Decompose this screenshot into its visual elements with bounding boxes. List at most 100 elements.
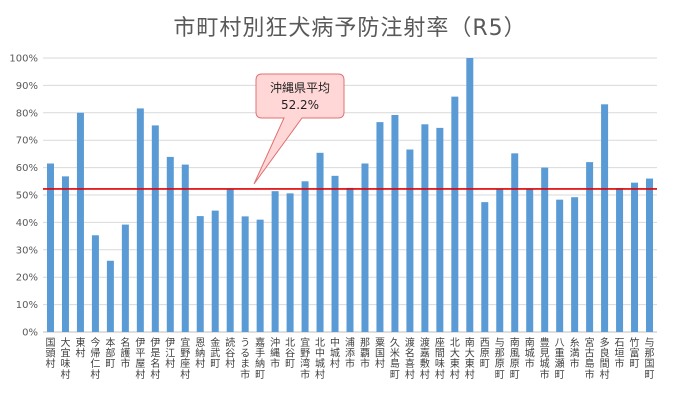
y-tick-label: 90%: [16, 81, 38, 92]
bar: [421, 124, 429, 332]
bar: [646, 178, 654, 332]
x-tick-label: 糸満市: [570, 337, 580, 370]
x-tick-label: 恩納村: [195, 337, 205, 370]
x-tick-label: 中城村: [330, 336, 340, 370]
x-tick-label: 北谷町: [285, 337, 295, 370]
bar: [406, 149, 414, 332]
bar: [286, 193, 294, 332]
bar: [586, 162, 594, 332]
bar: [106, 260, 114, 332]
chart-title: 市町村別狂犬病予防注射率（R5）: [173, 16, 527, 41]
x-tick-label: 南城市: [525, 336, 535, 370]
bar: [361, 163, 369, 332]
x-tick-label: 大宜味村: [60, 336, 70, 381]
y-tick-label: 70%: [16, 136, 38, 147]
callout-shape: [253, 73, 345, 185]
x-tick-label: 渡嘉敷村: [420, 336, 430, 381]
bar: [166, 156, 174, 332]
bar: [91, 235, 99, 332]
x-tick-label: 本部町: [105, 336, 115, 370]
bar: [376, 122, 384, 332]
bar: [226, 189, 234, 332]
x-tick-label: 久米島町: [390, 337, 400, 381]
bar: [541, 167, 549, 332]
x-tick-label: 読谷村: [225, 336, 235, 370]
bar: [301, 181, 309, 332]
x-tick-label: 粟国村: [375, 337, 385, 370]
x-tick-label: 伊江村: [165, 337, 175, 370]
bar: [571, 197, 579, 332]
y-tick-label: 10%: [16, 300, 38, 311]
x-tick-label: 浦添市: [345, 336, 355, 370]
x-tick-label: 沖縄市: [270, 336, 280, 370]
bar: [436, 127, 444, 333]
bar: [601, 104, 609, 332]
y-axis-ticks: 0% 10% 20% 30% 40% 50% 60% 70% 80% 90% 100%: [9, 54, 38, 339]
x-tick-label: 金武町: [210, 336, 220, 370]
bar: [151, 125, 159, 333]
bar: [196, 216, 204, 332]
bar: [271, 191, 279, 332]
x-tick-label: 南風原町: [510, 336, 520, 381]
x-tick-label: 国頭村: [45, 337, 55, 370]
bar: [526, 188, 534, 332]
x-tick-label: 伊是名村: [150, 337, 160, 381]
bar: [211, 210, 219, 332]
bar: [616, 188, 624, 332]
x-tick-label: 那覇市: [360, 337, 370, 370]
x-tick-label: 竹富町: [630, 336, 640, 370]
x-tick-label: 南大東村: [465, 336, 475, 381]
x-tick-label: 名護市: [120, 336, 130, 370]
callout-value: 52.2%: [281, 98, 319, 112]
y-tick-label: 60%: [16, 163, 38, 174]
bar: [46, 163, 54, 332]
bar: [556, 199, 564, 332]
average-callout: 沖縄県平均 52.2%: [253, 73, 345, 185]
x-tick-label: 宜野湾市: [300, 336, 310, 381]
bar: [181, 164, 189, 332]
y-tick-label: 20%: [16, 273, 38, 284]
bar: [76, 112, 84, 332]
bar: [256, 219, 264, 332]
y-tick-label: 80%: [16, 108, 38, 119]
x-axis-labels: 国頭村大宜味村東村今帰仁村本部町名護市伊平屋村伊是名村伊江村宜野座村恩納村金武町…: [45, 336, 654, 381]
callout-label: 沖縄県平均: [270, 80, 330, 95]
x-tick-label: 今帰仁村: [90, 336, 100, 381]
x-tick-label: うるま市: [240, 337, 250, 381]
bar: [496, 189, 504, 332]
bar: [346, 187, 354, 332]
y-tick-label: 30%: [16, 245, 38, 256]
y-tick-label: 100%: [9, 54, 38, 65]
bar: [136, 108, 144, 332]
bar: [241, 216, 249, 332]
bar: [631, 182, 639, 332]
bar: [466, 58, 474, 332]
bar: [61, 176, 69, 332]
x-tick-label: 北中城村: [315, 337, 325, 381]
y-tick-label: 0%: [22, 328, 38, 339]
x-tick-label: 座間味村: [435, 336, 445, 381]
x-tick-label: 渡名喜村: [405, 336, 415, 381]
bars: [46, 58, 654, 333]
x-tick-label: 東村: [75, 336, 85, 360]
x-tick-label: 伊平屋村: [135, 337, 145, 381]
x-tick-label: 与那原町: [495, 337, 505, 381]
bar: [391, 114, 399, 332]
y-tick-label: 40%: [16, 218, 38, 229]
bar: [481, 202, 489, 332]
x-tick-label: 宮古島市: [585, 336, 595, 381]
bar: [451, 96, 459, 332]
x-tick-label: 西原町: [480, 338, 490, 370]
x-tick-label: 宜野座村: [180, 336, 190, 381]
x-tick-label: 与那国町: [645, 337, 655, 381]
bar: [316, 152, 324, 332]
bar: [331, 175, 339, 332]
x-tick-label: 石垣市: [615, 338, 625, 370]
bar: [511, 153, 519, 332]
x-tick-label: 北大東村: [450, 337, 460, 381]
x-tick-label: 嘉手納町: [255, 336, 265, 381]
y-tick-label: 50%: [16, 191, 38, 202]
x-tick-label: 豊見城市: [540, 336, 550, 381]
bar: [121, 224, 129, 332]
